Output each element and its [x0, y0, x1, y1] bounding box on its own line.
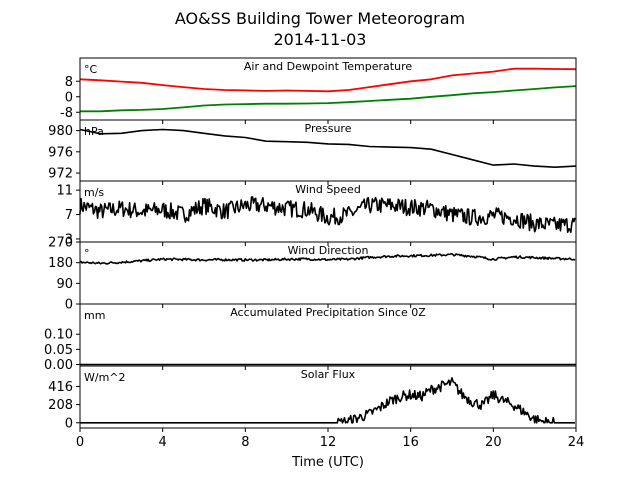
panel-2-ytick-label-1: 7: [65, 208, 73, 223]
panel-1: 972 976 980 Pressure hPa: [48, 119, 577, 182]
panel-0-ytick-label-2: 8: [65, 75, 73, 90]
panel-1-plot: [79, 128, 577, 168]
panel-5-unit: W/m^2: [84, 371, 126, 384]
panel-3-series-0-line: [79, 253, 576, 265]
panel-0-ytick-label-0: -8: [60, 106, 73, 121]
panel-2-ytick-label-0: 3: [65, 232, 73, 247]
panel-0-title: Air and Dewpoint Temperature: [244, 60, 412, 73]
panel-5-ytick-label-1: 208: [48, 398, 73, 413]
panel-2-unit: m/s: [84, 186, 104, 199]
panel-3-ytick-label-1: 90: [56, 277, 73, 292]
panel-5-plot: [80, 377, 575, 424]
panel-2-title: Wind Speed: [295, 183, 361, 196]
panel-4-unit: mm: [84, 309, 105, 322]
panel-1-series-0-line: [79, 128, 577, 168]
panel-1-ytick-label-0: 972: [48, 167, 73, 182]
figure-subtitle: 2014-11-03: [274, 30, 367, 49]
figure-title: AO&SS Building Tower Meteorogram: [175, 9, 465, 28]
xtick-label-1: 4: [159, 435, 167, 450]
panel-2-ytick-label-2: 11: [56, 184, 73, 199]
panel-4-ytick-label-2: 0.10: [44, 328, 73, 343]
panel-1-ytick-label-2: 980: [48, 124, 73, 139]
panel-5: 0 208 416 Solar Flux W/m^2: [48, 365, 577, 431]
panel-4-ytick-label-1: 0.05: [44, 343, 73, 358]
panel-1-unit: hPa: [84, 125, 104, 138]
panel-0-plot: [79, 67, 577, 113]
panel-5-series-0-line: [80, 377, 575, 424]
panel-4: 0.000.050.10 Accumulated Precipitation Si…: [44, 303, 577, 373]
panel-1-ytick-label-1: 976: [48, 145, 73, 160]
xtick-label-0: 0: [76, 435, 84, 450]
panel-5-ytick-label-2: 416: [48, 380, 73, 395]
panel-5-ytick-label-0: 0: [65, 416, 73, 431]
panel-3-unit: °: [84, 247, 90, 260]
panel-0: -808 Air and Dewpoint Temperature °C: [60, 57, 577, 121]
panel-4-ytick-label-0: 0.00: [44, 358, 73, 373]
panel-0-series-0-line: [79, 67, 577, 93]
panel-0-ytick-label-1: 0: [65, 90, 73, 105]
xtick-label-6: 24: [568, 435, 585, 450]
panel-0-unit: °C: [84, 63, 98, 76]
x-axis-label: Time (UTC): [291, 455, 364, 470]
panel-0-series-1-line: [80, 85, 577, 113]
x-axis: 0 4 8 12 16 20 24: [76, 120, 584, 450]
xtick-label-2: 8: [241, 435, 249, 450]
panel-2-series-0-line: [79, 196, 576, 234]
panel-5-title: Solar Flux: [301, 368, 356, 381]
panel-2: 3 7 11 Wind Speed m/s: [56, 180, 577, 247]
panel-3-ytick-label-0: 0: [65, 298, 73, 313]
xtick-label-5: 20: [485, 435, 502, 450]
panel-3-ytick-label-3: 270: [48, 236, 73, 251]
panel-3-ytick-label-2: 180: [48, 256, 73, 271]
xtick-label-4: 16: [402, 435, 419, 450]
xtick-label-3: 12: [320, 435, 337, 450]
panel-3-plot: [79, 253, 576, 265]
panel-1-title: Pressure: [305, 122, 352, 135]
panel-2-plot: [79, 196, 576, 234]
panel-4-title: Accumulated Precipitation Since 0Z: [230, 306, 426, 319]
panel-3-title: Wind Direction: [288, 244, 369, 257]
panel-3: 0 90 180 270 Wind Direction °: [48, 236, 577, 313]
